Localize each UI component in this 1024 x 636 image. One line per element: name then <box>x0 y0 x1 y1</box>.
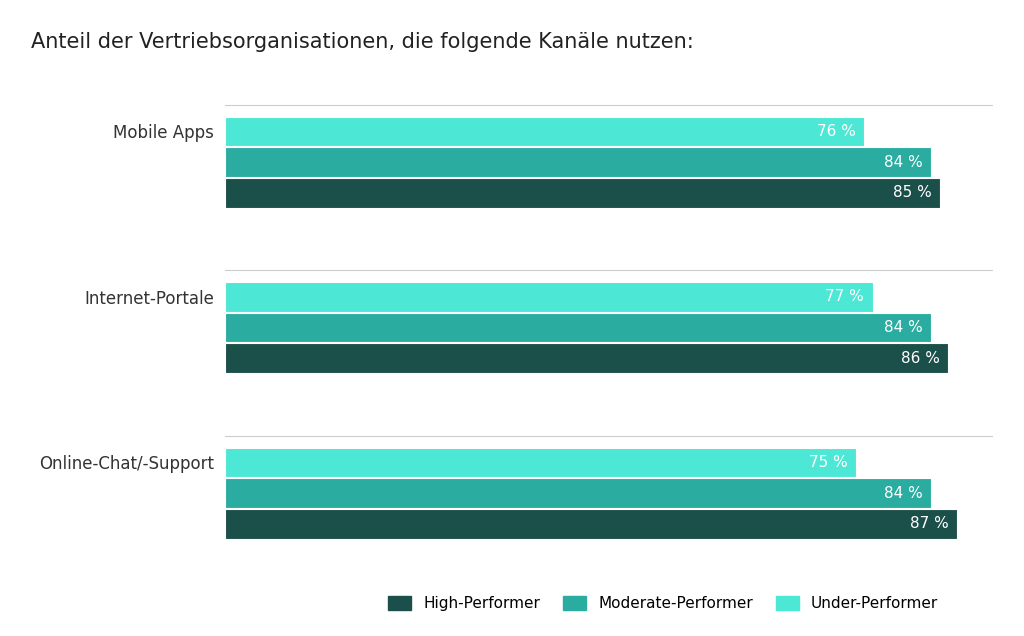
Text: 86 %: 86 % <box>901 350 940 366</box>
Text: 84 %: 84 % <box>885 155 923 170</box>
Text: 85 %: 85 % <box>893 185 932 200</box>
Bar <box>225 448 856 478</box>
Text: 84 %: 84 % <box>885 485 923 501</box>
Text: 84 %: 84 % <box>885 320 923 335</box>
Text: Anteil der Vertriebsorganisationen, die folgende Kanäle nutzen:: Anteil der Vertriebsorganisationen, die … <box>31 32 693 52</box>
Legend: High-Performer, Moderate-Performer, Under-Performer: High-Performer, Moderate-Performer, Unde… <box>382 590 944 617</box>
Bar <box>225 282 872 312</box>
Bar <box>225 478 932 508</box>
Bar <box>225 509 956 539</box>
Text: 77 %: 77 % <box>825 289 864 305</box>
Text: 76 %: 76 % <box>817 124 856 139</box>
Bar <box>225 313 932 342</box>
Bar <box>225 116 864 146</box>
Bar <box>225 177 940 207</box>
Text: 75 %: 75 % <box>809 455 848 470</box>
Bar <box>225 343 948 373</box>
Bar <box>225 147 932 177</box>
Text: 87 %: 87 % <box>909 516 948 531</box>
